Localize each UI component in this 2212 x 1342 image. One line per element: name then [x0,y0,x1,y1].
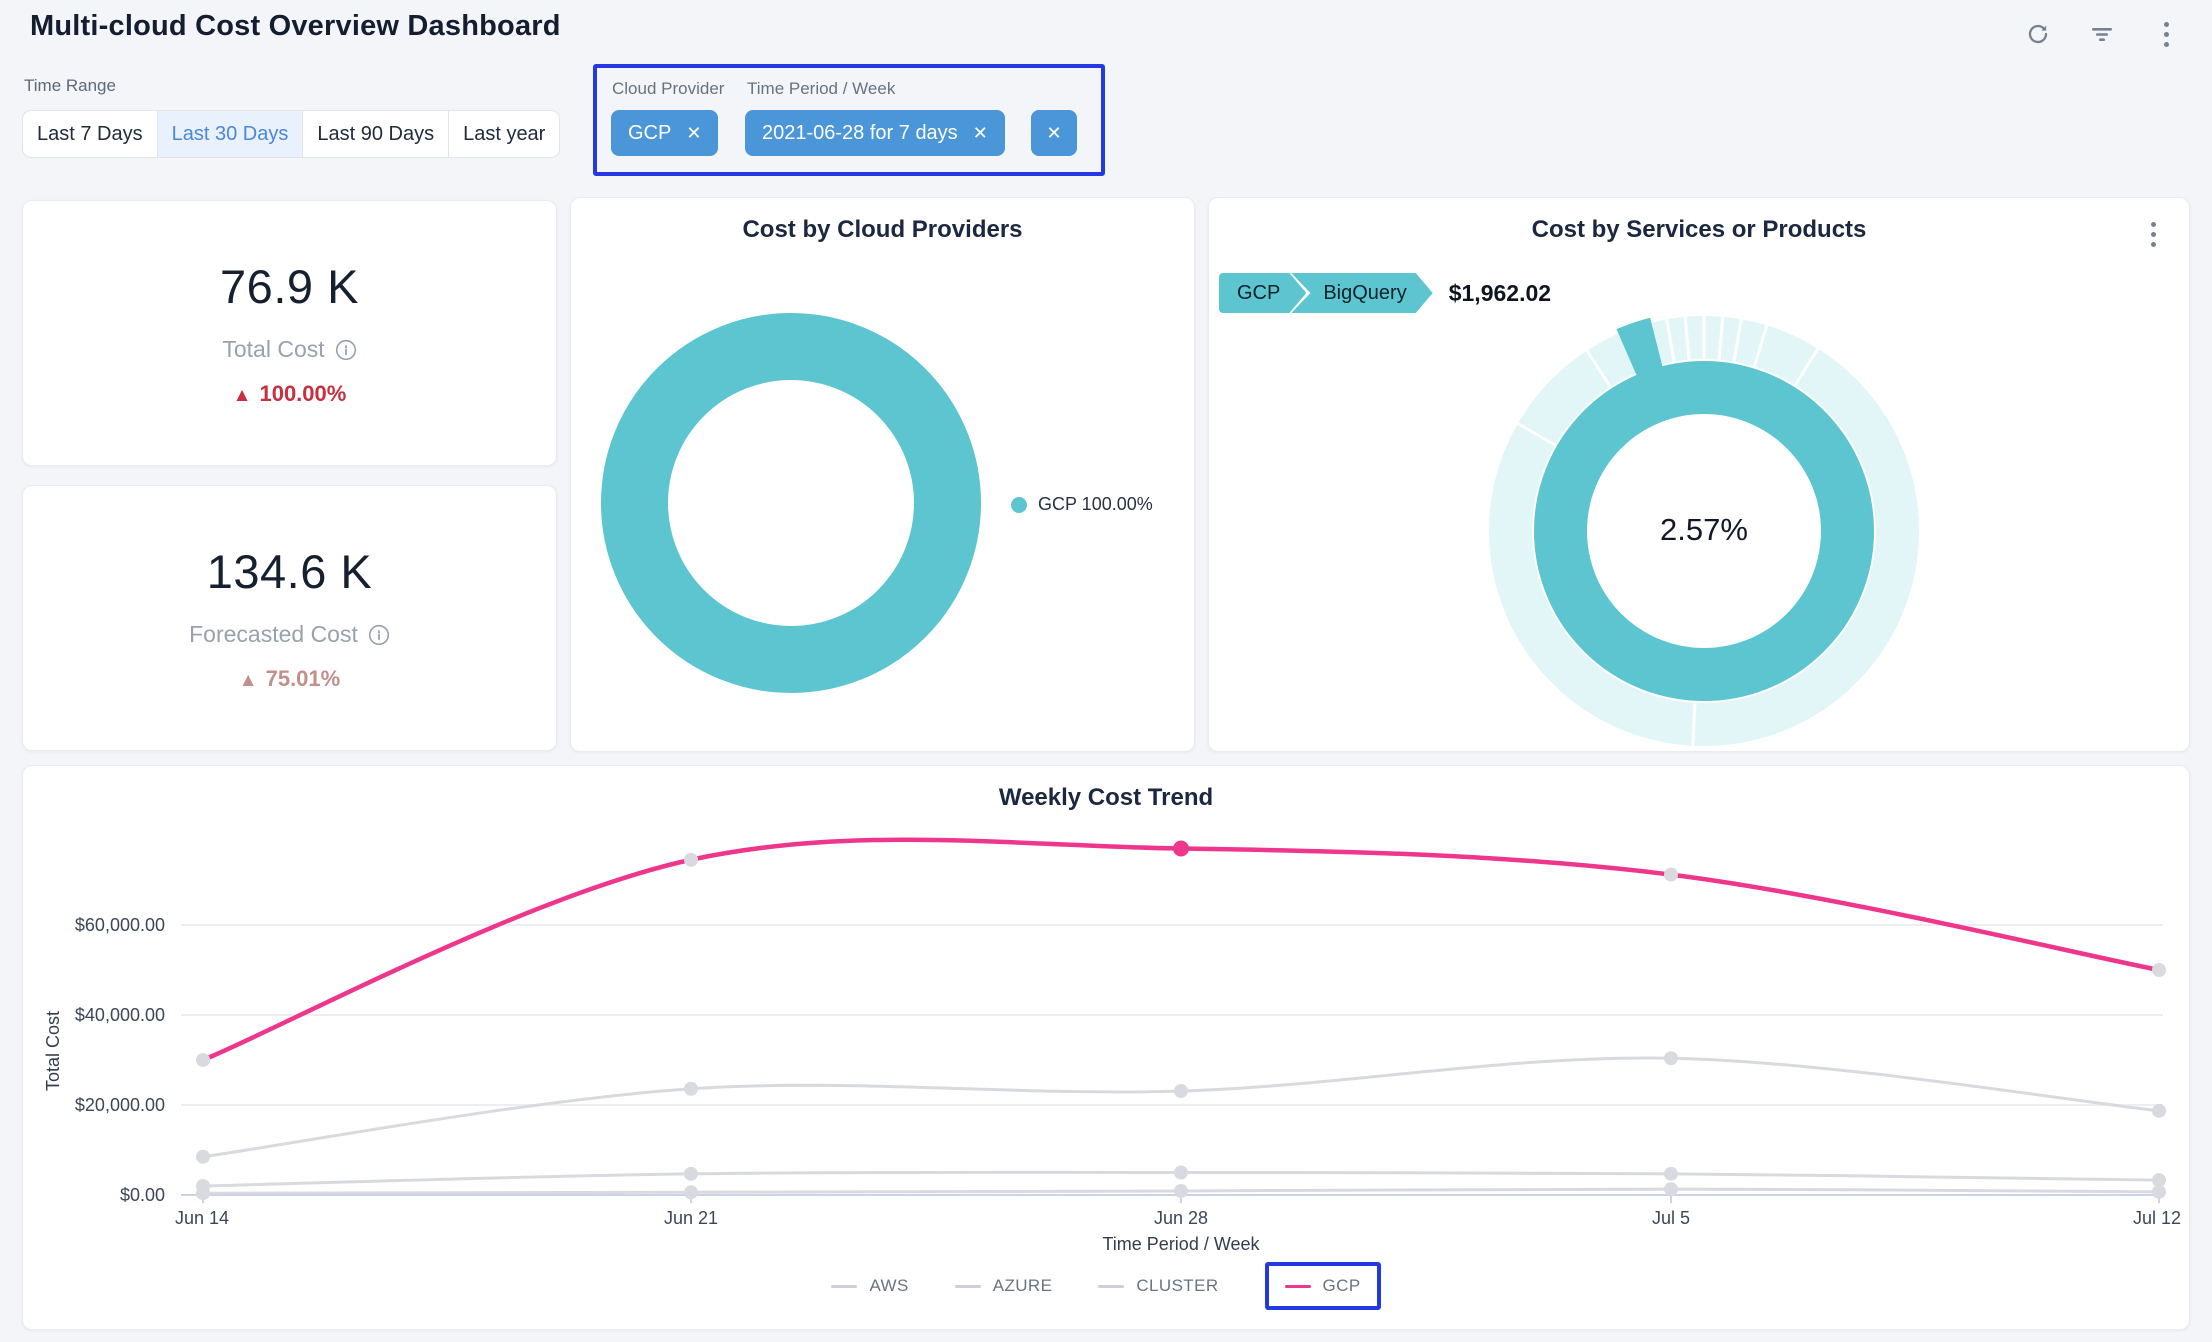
cost-by-services-card: Cost by Services or Products GCP BigQuer… [1208,197,2190,752]
svg-text:$60,000.00: $60,000.00 [75,915,165,935]
legend-item-gcp[interactable]: GCP [1284,1276,1361,1296]
up-arrow-icon [239,666,258,692]
legend-item-cluster[interactable]: CLUSTER [1098,1276,1218,1296]
svg-text:Time Period / Week: Time Period / Week [1102,1234,1260,1254]
trend-legend: AWS AZURE CLUSTER GCP [23,1262,2189,1310]
legend-dash-icon [1284,1284,1311,1288]
time-range-group: Last 7 Days Last 30 Days Last 90 Days La… [22,110,561,158]
breadcrumb-chip-gcp[interactable]: GCP [1219,273,1306,313]
cost-by-cloud-providers-card: Cost by Cloud Providers GCP 100.00% [570,197,1195,752]
legend-item-azure[interactable]: AZURE [954,1276,1053,1296]
cloud-provider-filter-label: Cloud Provider [612,79,725,98]
more-menu-icon[interactable] [2152,20,2180,48]
time-period-chip-value: 2021-06-28 for 7 days [762,121,958,144]
legend-dot-icon [1011,496,1027,513]
svg-text:Jun 28: Jun 28 [1154,1208,1208,1228]
time-range-last-7-days[interactable]: Last 7 Days [23,111,158,157]
services-breadcrumb: GCP BigQuery $1,962.02 [1219,273,1551,313]
services-sunburst-chart[interactable] [1474,301,1934,761]
total-cost-label: Total Cost [222,336,325,362]
cloud-provider-chip-value: GCP [628,121,672,144]
weekly-trend-chart[interactable]: $60,000.00 $40,000.00 $20,000.00 $0.00 Jun 1… [23,766,2191,1331]
up-arrow-icon [233,381,252,407]
time-period-filter-label: Time Period / Week [747,79,896,98]
time-range-last-90-days[interactable]: Last 90 Days [303,111,450,157]
svg-text:Jul 5: Jul 5 [1652,1208,1690,1228]
svg-text:Total Cost: Total Cost [43,1011,63,1091]
svg-text:Jun 14: Jun 14 [175,1208,229,1228]
svg-text:$20,000.00: $20,000.00 [75,1095,165,1115]
services-chart-title: Cost by Services or Products [1531,216,1867,243]
clear-all-filters-button[interactable] [1031,110,1077,156]
forecasted-cost-label: Forecasted Cost [189,621,358,647]
time-range-last-30-days[interactable]: Last 30 Days [157,111,304,157]
forecasted-cost-kpi-card: 134.6 K Forecasted Cost 75.01% [22,485,557,751]
remove-time-period-filter-icon[interactable] [973,124,988,142]
forecasted-cost-value: 134.6 K [206,545,373,598]
time-range-label: Time Range [24,76,116,95]
legend-dash-icon [954,1284,981,1288]
info-icon[interactable] [368,624,390,646]
legend-dash-icon [1098,1284,1125,1288]
weekly-cost-trend-card: Weekly Cost Trend $60,000.00 $40,000.00 $2… [22,765,2190,1330]
sunburst-center-percent: 2.57% [1660,512,1748,547]
breadcrumb-chip-bigquery[interactable]: BigQuery [1291,273,1432,313]
card-more-menu-icon[interactable] [2139,220,2167,248]
providers-legend-item-gcp[interactable]: GCP 100.00% [1011,494,1153,515]
annotation-box-gcp-legend: GCP [1264,1262,1381,1310]
legend-dash-icon [831,1284,858,1288]
remove-cloud-provider-filter-icon[interactable] [686,124,701,142]
cloud-provider-chip[interactable]: GCP [611,110,719,156]
info-icon[interactable] [335,339,357,361]
time-range-last-year[interactable]: Last year [449,111,559,157]
selected-service-cost: $1,962.02 [1448,279,1552,306]
svg-text:Jul 12: Jul 12 [2133,1208,2181,1228]
svg-text:Jun 21: Jun 21 [664,1208,718,1228]
total-cost-value: 76.9 K [220,260,359,313]
weekly-chart-title: Weekly Cost Trend [998,784,1214,811]
providers-legend-label: GCP 100.00% [1038,494,1153,514]
refresh-icon[interactable] [2024,20,2052,48]
forecasted-cost-delta: 75.01% [239,666,341,692]
svg-text:$40,000.00: $40,000.00 [75,1005,165,1025]
legend-item-aws[interactable]: AWS [831,1276,908,1296]
total-cost-delta: 100.00% [233,381,346,407]
time-period-chip[interactable]: 2021-06-28 for 7 days [745,110,1005,156]
total-cost-kpi-card: 76.9 K Total Cost 100.00% [22,200,557,466]
providers-chart-title: Cost by Cloud Providers [742,216,1023,243]
svg-text:$0.00: $0.00 [120,1185,165,1205]
header-toolbar [2024,20,2180,48]
providers-donut-chart[interactable] [601,313,981,693]
filter-icon[interactable] [2088,20,2116,48]
page-title: Multi-cloud Cost Overview Dashboard [30,10,561,42]
close-icon [1046,124,1061,142]
